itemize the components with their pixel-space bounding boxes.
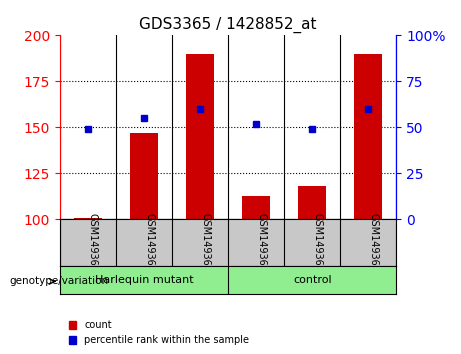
Text: GSM149362: GSM149362	[200, 213, 210, 272]
Text: GSM149361: GSM149361	[144, 213, 154, 272]
Text: GSM149365: GSM149365	[368, 213, 378, 272]
Bar	[355, 54, 383, 219]
Text: control: control	[293, 275, 331, 285]
Text: GSM149364: GSM149364	[313, 213, 322, 272]
Bar	[298, 186, 326, 219]
Text: Harlequin mutant: Harlequin mutant	[95, 275, 193, 285]
Bar	[74, 218, 102, 219]
Title: GDS3365 / 1428852_at: GDS3365 / 1428852_at	[139, 16, 317, 33]
Text: GSM149360: GSM149360	[88, 213, 98, 272]
Text: genotype/variation: genotype/variation	[9, 276, 108, 286]
Legend: count, percentile rank within the sample: count, percentile rank within the sample	[65, 316, 253, 349]
Bar	[130, 133, 158, 219]
Bar	[242, 195, 270, 219]
Text: GSM149363: GSM149363	[256, 213, 266, 272]
Bar	[186, 54, 214, 219]
